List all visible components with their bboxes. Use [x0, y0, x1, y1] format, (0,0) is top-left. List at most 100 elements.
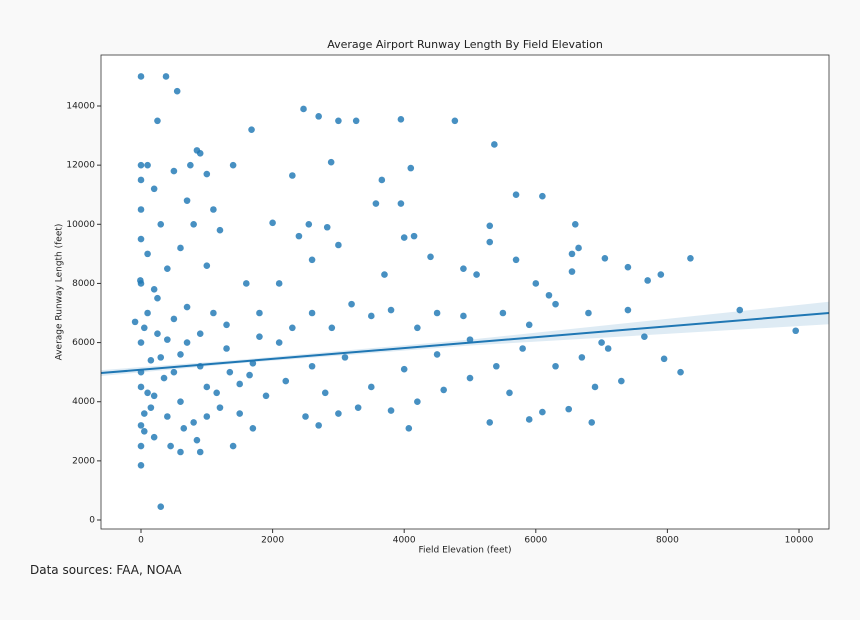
data-point [486, 238, 494, 246]
data-point [414, 398, 421, 406]
data-point [466, 374, 474, 382]
data-point [203, 262, 211, 269]
y-tick-label: 8000 [72, 279, 95, 289]
chart-title: Average Airport Runway Length By Field E… [327, 38, 603, 51]
data-point [144, 250, 151, 258]
data-point [491, 141, 498, 148]
data-point [601, 255, 609, 262]
data-point [641, 333, 648, 340]
data-point [144, 309, 151, 317]
data-point [144, 161, 151, 169]
data-point [150, 392, 158, 400]
y-tick-label: 10000 [66, 220, 95, 230]
data-point [539, 408, 546, 416]
data-point [525, 416, 533, 423]
data-point [196, 448, 204, 456]
data-point [236, 380, 244, 388]
data-point [368, 383, 375, 391]
data-point [308, 362, 316, 370]
data-point [308, 309, 316, 317]
data-point [539, 192, 546, 200]
data-point [575, 244, 582, 252]
data-point [405, 425, 413, 432]
data-point [223, 345, 230, 352]
x-tick-label: 6000 [524, 536, 547, 546]
data-point [157, 503, 165, 511]
data-point [381, 271, 388, 278]
data-point [323, 223, 331, 231]
data-point [164, 265, 171, 272]
data-point [427, 253, 434, 261]
regression-line [100, 312, 830, 375]
source-note: Data sources: FAA, NOAA [30, 563, 182, 577]
data-point [460, 312, 467, 320]
data-point [588, 419, 596, 426]
data-point [486, 222, 494, 230]
x-tick-label: 8000 [656, 536, 679, 546]
data-point [137, 161, 145, 169]
data-point [565, 405, 572, 413]
data-point [248, 126, 255, 133]
data-point [282, 377, 290, 385]
data-point [196, 150, 204, 157]
data-point [328, 324, 336, 332]
data-point [321, 389, 329, 397]
data-point [177, 244, 184, 252]
y-tick-label: 4000 [72, 397, 95, 407]
data-point [302, 413, 309, 420]
data-point [414, 324, 421, 332]
data-point [246, 371, 253, 379]
data-point [196, 330, 204, 338]
data-point [140, 324, 148, 332]
data-point [177, 351, 184, 358]
data-point [203, 170, 211, 178]
plot-frame [100, 54, 830, 530]
data-point [397, 116, 405, 123]
data-point [387, 407, 395, 414]
data-point [289, 324, 296, 332]
data-point [407, 164, 415, 172]
data-point [190, 419, 197, 426]
data-point [568, 250, 576, 258]
data-point [400, 234, 408, 241]
data-point [315, 422, 322, 429]
data-point [193, 436, 201, 444]
data-point [226, 368, 234, 376]
data-point [216, 404, 224, 411]
data-point [154, 294, 161, 302]
data-point [506, 389, 513, 397]
x-tick-label: 0 [138, 536, 144, 546]
data-point [433, 351, 441, 358]
data-point [140, 410, 148, 417]
data-point [578, 354, 586, 361]
data-point [466, 336, 474, 343]
data-point [154, 117, 161, 125]
data-point [203, 383, 211, 391]
data-point [137, 73, 145, 80]
data-point [170, 368, 178, 376]
data-point [440, 386, 447, 394]
data-point [624, 306, 632, 314]
data-point [410, 232, 418, 240]
data-point [216, 226, 224, 234]
data-point [154, 330, 161, 338]
y-tick-label: 2000 [72, 456, 95, 466]
data-point [140, 427, 148, 435]
data-point [173, 87, 181, 95]
data-point [591, 383, 599, 391]
data-point [300, 105, 307, 113]
data-point [157, 354, 165, 361]
data-point [354, 404, 362, 411]
data-point [525, 321, 533, 329]
data-point [256, 333, 263, 340]
data-point [183, 339, 191, 346]
x-tick-label: 10000 [785, 536, 814, 546]
data-point [164, 413, 171, 420]
data-point [327, 158, 335, 166]
data-point [190, 220, 197, 228]
data-point [335, 241, 342, 249]
data-point [378, 176, 386, 184]
data-point [519, 345, 526, 352]
